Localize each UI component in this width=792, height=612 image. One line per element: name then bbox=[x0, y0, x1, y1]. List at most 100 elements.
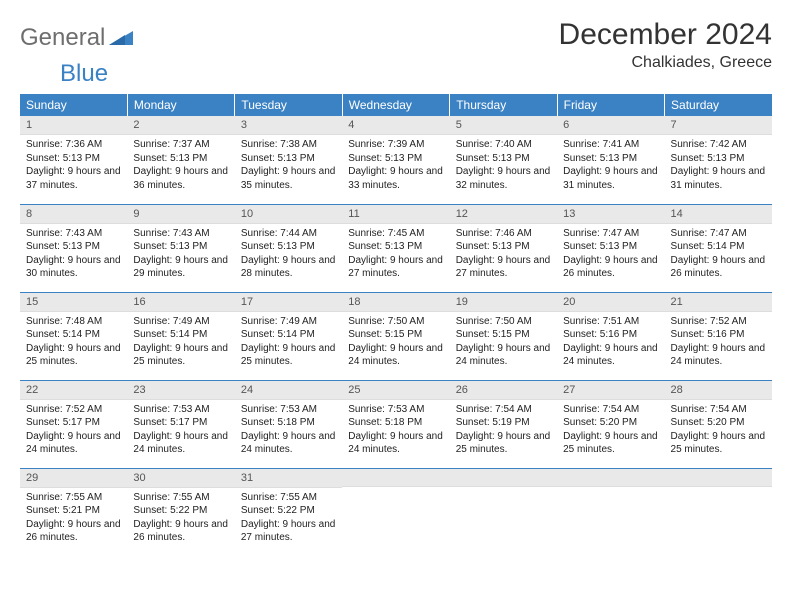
sunrise-text: Sunrise: 7:39 AM bbox=[348, 138, 443, 152]
sunset-text: Sunset: 5:13 PM bbox=[348, 240, 443, 254]
weekday-header-row: Sunday Monday Tuesday Wednesday Thursday… bbox=[20, 94, 772, 116]
daylight-text: Daylight: 9 hours and 35 minutes. bbox=[241, 165, 336, 192]
calendar-day-cell: 10Sunrise: 7:44 AMSunset: 5:13 PMDayligh… bbox=[235, 204, 342, 292]
daylight-text: Daylight: 9 hours and 36 minutes. bbox=[133, 165, 228, 192]
day-body: Sunrise: 7:44 AMSunset: 5:13 PMDaylight:… bbox=[235, 224, 342, 285]
calendar-day-cell: 30Sunrise: 7:55 AMSunset: 5:22 PMDayligh… bbox=[127, 468, 234, 556]
day-number: 10 bbox=[235, 205, 342, 224]
calendar-table: Sunday Monday Tuesday Wednesday Thursday… bbox=[20, 94, 772, 556]
day-body: Sunrise: 7:55 AMSunset: 5:21 PMDaylight:… bbox=[20, 488, 127, 549]
day-number: 19 bbox=[450, 293, 557, 312]
calendar-day-cell: 29Sunrise: 7:55 AMSunset: 5:21 PMDayligh… bbox=[20, 468, 127, 556]
day-body: Sunrise: 7:54 AMSunset: 5:20 PMDaylight:… bbox=[665, 400, 772, 461]
sunset-text: Sunset: 5:15 PM bbox=[456, 328, 551, 342]
sunrise-text: Sunrise: 7:46 AM bbox=[456, 227, 551, 241]
day-body: Sunrise: 7:36 AMSunset: 5:13 PMDaylight:… bbox=[20, 135, 127, 196]
daylight-text: Daylight: 9 hours and 26 minutes. bbox=[133, 518, 228, 545]
calendar-day-cell: 20Sunrise: 7:51 AMSunset: 5:16 PMDayligh… bbox=[557, 292, 664, 380]
sunrise-text: Sunrise: 7:51 AM bbox=[563, 315, 658, 329]
day-number: 4 bbox=[342, 116, 449, 135]
col-monday: Monday bbox=[127, 94, 234, 116]
calendar-day-cell: 4Sunrise: 7:39 AMSunset: 5:13 PMDaylight… bbox=[342, 116, 449, 204]
daylight-text: Daylight: 9 hours and 25 minutes. bbox=[133, 342, 228, 369]
sunrise-text: Sunrise: 7:52 AM bbox=[671, 315, 766, 329]
daylight-text: Daylight: 9 hours and 27 minutes. bbox=[348, 254, 443, 281]
day-body: Sunrise: 7:53 AMSunset: 5:18 PMDaylight:… bbox=[235, 400, 342, 461]
calendar-week-row: 22Sunrise: 7:52 AMSunset: 5:17 PMDayligh… bbox=[20, 380, 772, 468]
sunrise-text: Sunrise: 7:52 AM bbox=[26, 403, 121, 417]
day-body: Sunrise: 7:42 AMSunset: 5:13 PMDaylight:… bbox=[665, 135, 772, 196]
day-number: 29 bbox=[20, 469, 127, 488]
sunset-text: Sunset: 5:18 PM bbox=[241, 416, 336, 430]
day-number: 18 bbox=[342, 293, 449, 312]
day-body: Sunrise: 7:43 AMSunset: 5:13 PMDaylight:… bbox=[20, 224, 127, 285]
day-body: Sunrise: 7:46 AMSunset: 5:13 PMDaylight:… bbox=[450, 224, 557, 285]
sunrise-text: Sunrise: 7:37 AM bbox=[133, 138, 228, 152]
day-number: 25 bbox=[342, 381, 449, 400]
sunrise-text: Sunrise: 7:44 AM bbox=[241, 227, 336, 241]
day-number bbox=[665, 469, 772, 487]
sunrise-text: Sunrise: 7:50 AM bbox=[348, 315, 443, 329]
day-number bbox=[450, 469, 557, 487]
day-body: Sunrise: 7:38 AMSunset: 5:13 PMDaylight:… bbox=[235, 135, 342, 196]
logo-text-general: General bbox=[20, 24, 105, 52]
calendar-day-cell: 9Sunrise: 7:43 AMSunset: 5:13 PMDaylight… bbox=[127, 204, 234, 292]
sunrise-text: Sunrise: 7:54 AM bbox=[456, 403, 551, 417]
sunset-text: Sunset: 5:13 PM bbox=[348, 152, 443, 166]
calendar-day-cell: 28Sunrise: 7:54 AMSunset: 5:20 PMDayligh… bbox=[665, 380, 772, 468]
daylight-text: Daylight: 9 hours and 25 minutes. bbox=[563, 430, 658, 457]
daylight-text: Daylight: 9 hours and 27 minutes. bbox=[456, 254, 551, 281]
sunset-text: Sunset: 5:13 PM bbox=[26, 240, 121, 254]
location: Chalkiades, Greece bbox=[559, 54, 772, 72]
day-number: 1 bbox=[20, 116, 127, 135]
sunset-text: Sunset: 5:13 PM bbox=[563, 152, 658, 166]
day-number: 17 bbox=[235, 293, 342, 312]
sunrise-text: Sunrise: 7:45 AM bbox=[348, 227, 443, 241]
daylight-text: Daylight: 9 hours and 24 minutes. bbox=[671, 342, 766, 369]
sunrise-text: Sunrise: 7:54 AM bbox=[671, 403, 766, 417]
daylight-text: Daylight: 9 hours and 37 minutes. bbox=[26, 165, 121, 192]
calendar-week-row: 8Sunrise: 7:43 AMSunset: 5:13 PMDaylight… bbox=[20, 204, 772, 292]
day-body: Sunrise: 7:41 AMSunset: 5:13 PMDaylight:… bbox=[557, 135, 664, 196]
sunset-text: Sunset: 5:13 PM bbox=[456, 152, 551, 166]
sunset-text: Sunset: 5:16 PM bbox=[563, 328, 658, 342]
col-saturday: Saturday bbox=[665, 94, 772, 116]
calendar-day-cell: 13Sunrise: 7:47 AMSunset: 5:13 PMDayligh… bbox=[557, 204, 664, 292]
calendar-day-cell: 3Sunrise: 7:38 AMSunset: 5:13 PMDaylight… bbox=[235, 116, 342, 204]
calendar-day-cell: 25Sunrise: 7:53 AMSunset: 5:18 PMDayligh… bbox=[342, 380, 449, 468]
month-title: December 2024 bbox=[559, 18, 772, 52]
daylight-text: Daylight: 9 hours and 32 minutes. bbox=[456, 165, 551, 192]
sunset-text: Sunset: 5:14 PM bbox=[241, 328, 336, 342]
logo: General bbox=[20, 24, 135, 52]
sunset-text: Sunset: 5:22 PM bbox=[133, 504, 228, 518]
daylight-text: Daylight: 9 hours and 25 minutes. bbox=[671, 430, 766, 457]
calendar-day-cell: 24Sunrise: 7:53 AMSunset: 5:18 PMDayligh… bbox=[235, 380, 342, 468]
calendar-day-cell: 2Sunrise: 7:37 AMSunset: 5:13 PMDaylight… bbox=[127, 116, 234, 204]
daylight-text: Daylight: 9 hours and 24 minutes. bbox=[348, 342, 443, 369]
col-sunday: Sunday bbox=[20, 94, 127, 116]
calendar-day-cell: 21Sunrise: 7:52 AMSunset: 5:16 PMDayligh… bbox=[665, 292, 772, 380]
day-body bbox=[557, 487, 664, 494]
day-body: Sunrise: 7:47 AMSunset: 5:14 PMDaylight:… bbox=[665, 224, 772, 285]
calendar-week-row: 1Sunrise: 7:36 AMSunset: 5:13 PMDaylight… bbox=[20, 116, 772, 204]
daylight-text: Daylight: 9 hours and 30 minutes. bbox=[26, 254, 121, 281]
day-body bbox=[450, 487, 557, 494]
day-number: 26 bbox=[450, 381, 557, 400]
day-body: Sunrise: 7:47 AMSunset: 5:13 PMDaylight:… bbox=[557, 224, 664, 285]
sunrise-text: Sunrise: 7:43 AM bbox=[26, 227, 121, 241]
calendar-day-cell: 26Sunrise: 7:54 AMSunset: 5:19 PMDayligh… bbox=[450, 380, 557, 468]
day-number bbox=[342, 469, 449, 487]
day-number: 13 bbox=[557, 205, 664, 224]
sunrise-text: Sunrise: 7:43 AM bbox=[133, 227, 228, 241]
day-number: 30 bbox=[127, 469, 234, 488]
calendar-day-cell: 6Sunrise: 7:41 AMSunset: 5:13 PMDaylight… bbox=[557, 116, 664, 204]
sunset-text: Sunset: 5:13 PM bbox=[133, 152, 228, 166]
sunrise-text: Sunrise: 7:38 AM bbox=[241, 138, 336, 152]
calendar-day-cell: 16Sunrise: 7:49 AMSunset: 5:14 PMDayligh… bbox=[127, 292, 234, 380]
sunset-text: Sunset: 5:19 PM bbox=[456, 416, 551, 430]
day-number: 8 bbox=[20, 205, 127, 224]
calendar-week-row: 29Sunrise: 7:55 AMSunset: 5:21 PMDayligh… bbox=[20, 468, 772, 556]
day-number: 7 bbox=[665, 116, 772, 135]
daylight-text: Daylight: 9 hours and 25 minutes. bbox=[26, 342, 121, 369]
sunset-text: Sunset: 5:16 PM bbox=[671, 328, 766, 342]
